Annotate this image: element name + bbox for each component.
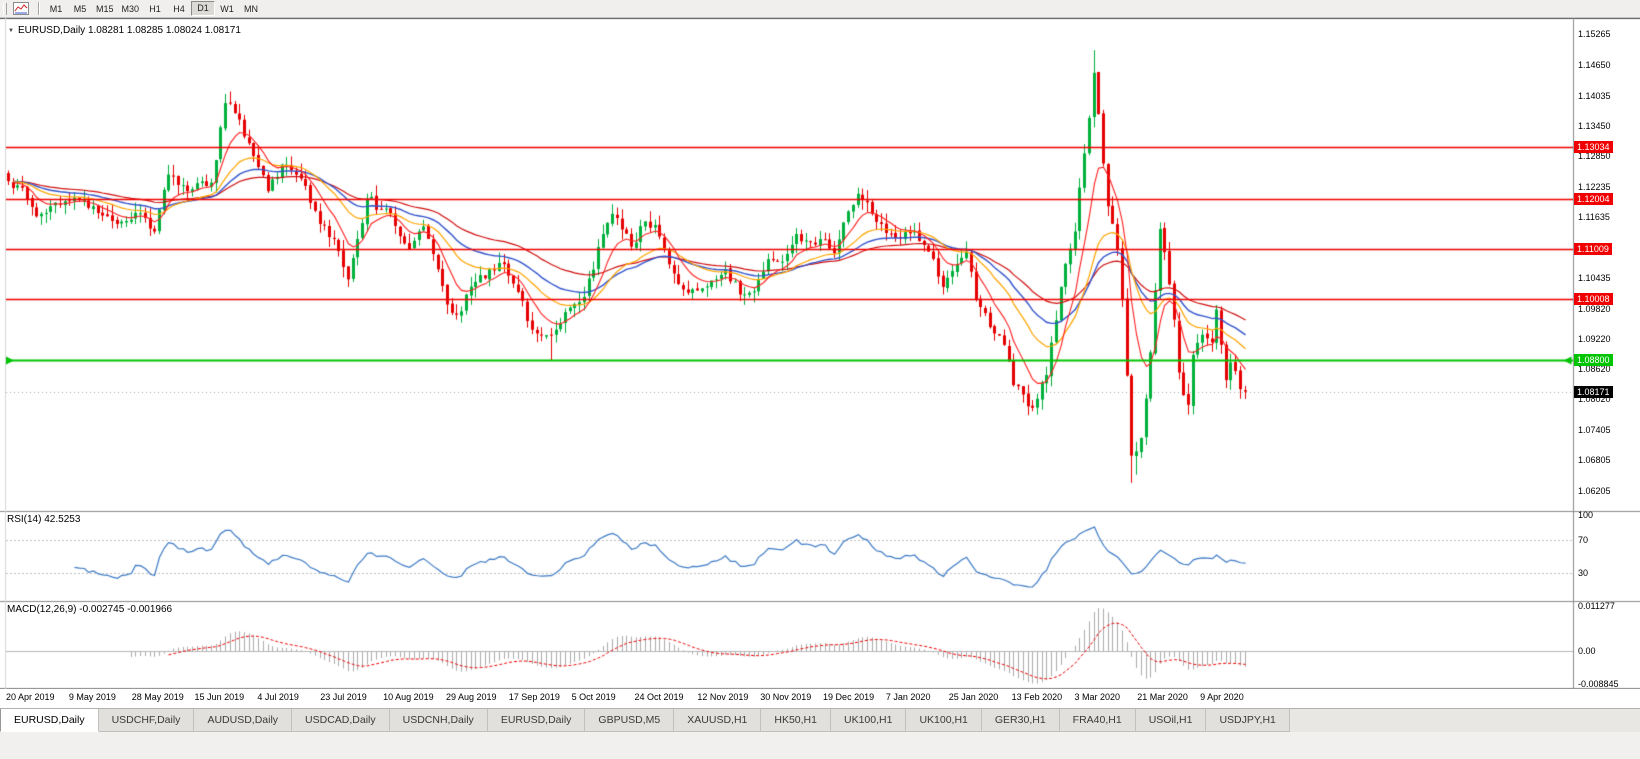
date-axis-label: 7 Jan 2020	[885, 692, 931, 702]
current-price-badge: 1.08171	[1574, 385, 1613, 398]
rsi-axis-label: 100	[1578, 510, 1594, 520]
price-axis-label: 1.14035	[1578, 91, 1611, 102]
chart-tab-11[interactable]: UK100,H1	[906, 709, 982, 732]
rsi-label: RSI(14) 42.5253	[7, 514, 81, 525]
date-axis-label: 5 Oct 2019	[571, 692, 616, 702]
chart-tab-14[interactable]: USOil,H1	[1135, 709, 1207, 732]
price-axis-label: 1.14650	[1578, 60, 1611, 71]
price-axis-label: 1.10435	[1578, 272, 1611, 283]
price-axis-label: 1.06205	[1578, 485, 1611, 496]
date-axis-label: 20 Apr 2019	[6, 692, 55, 702]
chart-tab-12[interactable]: GER30,H1	[981, 709, 1060, 732]
resistance-price-badge: 1.11009	[1574, 242, 1612, 255]
timeframe-button-h4[interactable]: H4	[173, 4, 185, 14]
price-axis-label: 1.13450	[1578, 120, 1611, 131]
date-axis-label: 24 Oct 2019	[634, 692, 684, 702]
price-axis-label: 1.15265	[1578, 29, 1611, 40]
chart-tab-6[interactable]: EURUSD,Daily	[487, 709, 586, 732]
date-axis-label: 9 Apr 2020	[1200, 692, 1244, 702]
chart-title-text: EURUSD,Daily 1.08281 1.08285 1.08024 1.0…	[17, 25, 241, 36]
toolbar-separator	[38, 2, 40, 15]
timeframe-button-m15[interactable]: M15	[96, 4, 114, 14]
price-axis-label: 1.09220	[1578, 333, 1611, 344]
timeframe-button-m5[interactable]: M5	[73, 4, 87, 14]
date-axis-label: 23 Jul 2019	[320, 692, 367, 702]
chart-tab-7[interactable]: GBPUSD,M5	[585, 709, 675, 732]
date-axis-label: 19 Dec 2019	[823, 692, 875, 702]
date-axis-label: 4 Jul 2019	[257, 692, 299, 702]
price-chart-canvas[interactable]	[0, 18, 1640, 689]
price-axis-label: 1.11635	[1578, 212, 1610, 223]
timeframe-button-w1[interactable]: W1	[220, 4, 234, 14]
price-axis-label: 1.09820	[1578, 303, 1611, 314]
chart-tab-10[interactable]: UK100,H1	[830, 709, 907, 732]
rsi-axis-label: 70	[1578, 534, 1589, 545]
date-axis-label: 15 Jun 2019	[194, 692, 245, 702]
price-axis-label: 1.06805	[1578, 455, 1611, 466]
resistance-price-badge: 1.10008	[1574, 293, 1613, 306]
chart-tab-4[interactable]: USDCAD,Daily	[292, 709, 390, 732]
chart-tab-9[interactable]: HK50,H1	[761, 709, 831, 732]
timeframe-toolbar: M1 M5 M15 M30 H1 H4 D1 W1 MN	[0, 0, 1640, 18]
chart-tab-8[interactable]: XAUUSD,H1	[674, 709, 762, 732]
date-axis-label: 30 Nov 2019	[760, 692, 812, 702]
chart-title: ▼ EURUSD,Daily 1.08281 1.08285 1.08024 1…	[8, 25, 241, 36]
date-axis-label: 21 Mar 2020	[1137, 692, 1188, 702]
date-axis-label: 9 May 2019	[68, 692, 116, 702]
macd-axis-label: 0.011277	[1578, 601, 1615, 611]
price-axis-label: 1.12850	[1578, 150, 1611, 161]
chart-tab-1[interactable]: EURUSD,Daily	[0, 709, 99, 732]
timeframe-button-m30[interactable]: M30	[121, 4, 140, 14]
date-axis-label: 28 May 2019	[131, 692, 184, 702]
price-axis-label: 1.08620	[1578, 363, 1611, 374]
resistance-price-badge: 1.13034	[1574, 140, 1613, 153]
toolbar-grip[interactable]	[3, 2, 7, 15]
chart-tab-2[interactable]: USDCHF,Daily	[98, 709, 195, 732]
timeframe-buttons: M1 M5 M15 M30 H1 H4 D1 W1 MN	[44, 1, 263, 16]
date-axis-label: 13 Feb 2020	[1011, 692, 1063, 702]
date-axis-label: 12 Nov 2019	[697, 692, 749, 702]
rsi-axis-label: 30	[1578, 568, 1589, 579]
date-axis-label: 17 Sep 2019	[508, 692, 560, 702]
price-axis-label: 1.12235	[1578, 181, 1611, 192]
chart-tab-5[interactable]: USDCNH,Daily	[389, 709, 488, 732]
date-axis-label: 10 Aug 2019	[383, 692, 434, 702]
date-axis-label: 29 Aug 2019	[445, 692, 497, 702]
chart-window: ▼ EURUSD,Daily 1.08281 1.08285 1.08024 1…	[0, 18, 1640, 708]
macd-axis-label: 0.00	[1578, 645, 1596, 656]
date-axis-label: 25 Jan 2020	[948, 692, 999, 702]
macd-axis-label: -0.008845	[1578, 679, 1619, 689]
timeframe-button-mn[interactable]: MN	[244, 4, 259, 14]
chart-marker-icon: ▼	[8, 27, 14, 34]
macd-label: MACD(12,26,9) -0.002745 -0.001966	[7, 604, 173, 615]
resistance-price-badge: 1.12004	[1574, 192, 1613, 205]
timeframe-button-h1[interactable]: H1	[149, 4, 161, 14]
chart-tab-15[interactable]: USDJPY,H1	[1206, 709, 1290, 732]
chart-tab-3[interactable]: AUDUSD,Daily	[194, 709, 293, 732]
price-axis-label: 1.07405	[1578, 425, 1611, 436]
price-axis-label: 1.08020	[1578, 394, 1611, 405]
date-axis-label: 3 Mar 2020	[1074, 692, 1120, 702]
chart-periods-icon[interactable]	[11, 2, 31, 16]
timeframe-button-m1[interactable]: M1	[49, 4, 63, 14]
bottom-strip	[0, 732, 1640, 759]
support-price-badge: 1.08800	[1574, 353, 1613, 366]
chart-tab-13[interactable]: FRA40,H1	[1059, 709, 1136, 732]
chart-tabbar: EURUSD,Daily USDCHF,Daily AUDUSD,Daily USDC…	[0, 708, 1640, 732]
timeframe-button-d1[interactable]: D1	[191, 1, 216, 16]
